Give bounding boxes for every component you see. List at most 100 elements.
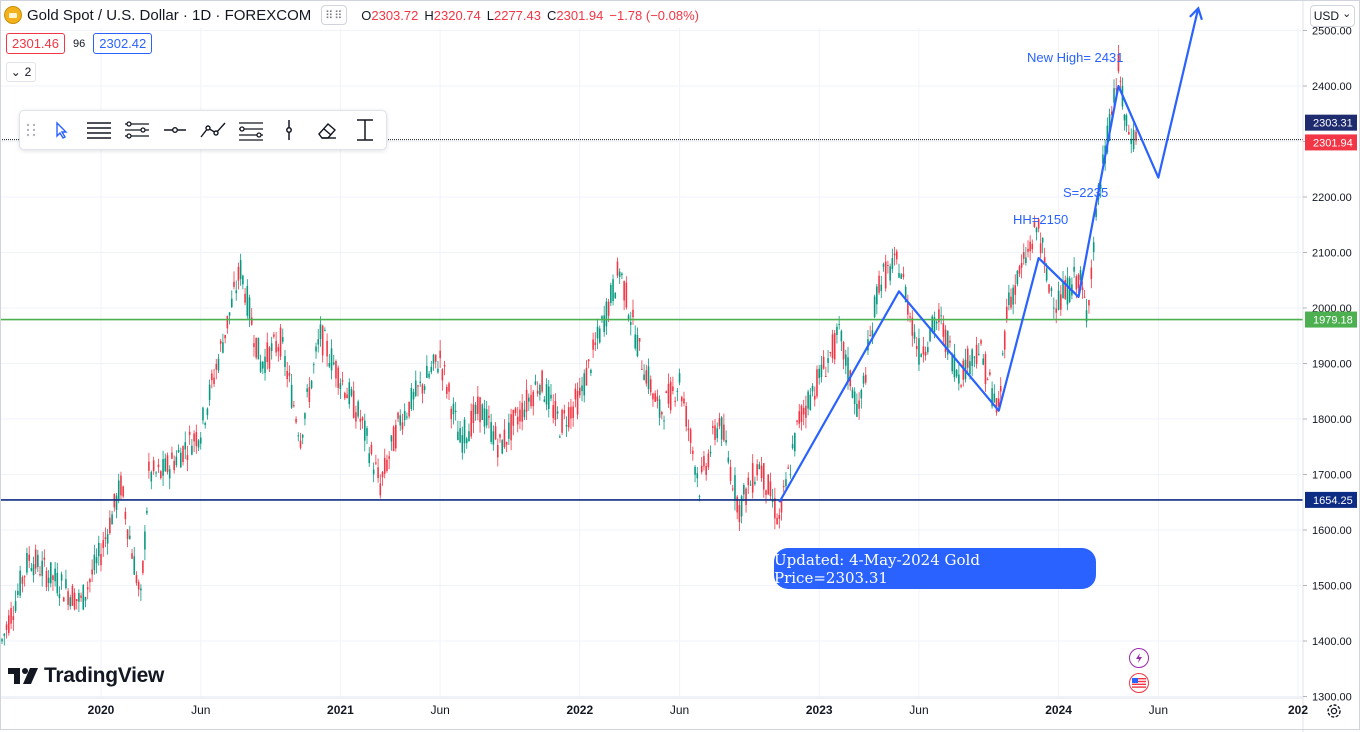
candle-body	[720, 417, 723, 440]
candle-body	[332, 362, 335, 365]
us-flag-event-icon[interactable]	[1129, 673, 1149, 693]
candle-body	[833, 333, 836, 360]
candle-body	[800, 405, 803, 422]
candle-body	[1073, 266, 1075, 272]
candle-body	[26, 552, 28, 573]
candle-body	[1008, 292, 1010, 306]
price-badge-label: 2303.31	[1313, 118, 1353, 130]
price-badge	[1305, 491, 1357, 508]
candle-body	[352, 390, 355, 418]
measure-icon[interactable]	[346, 114, 384, 146]
ask-button[interactable]: 2302.42	[93, 33, 153, 54]
candle-body	[827, 358, 829, 364]
candle-body	[541, 370, 543, 392]
candle-body	[989, 372, 991, 375]
updated-price-callout[interactable]: Updated: 4-May-2024 Gold Price=2303.31	[774, 548, 1096, 589]
y-tick-label: 1900.00	[1312, 359, 1352, 371]
candle-body	[423, 386, 426, 391]
hh-annotation[interactable]: HH=2150	[1013, 212, 1069, 227]
candle-body	[918, 338, 920, 365]
candle-body	[1117, 53, 1120, 72]
candle-body	[528, 397, 530, 402]
candle-body	[1041, 237, 1044, 243]
support-annotation[interactable]: S=2235	[1063, 185, 1109, 200]
candle-body	[601, 316, 603, 320]
candle-body	[54, 568, 56, 582]
candle-body	[698, 495, 701, 497]
candle-body	[598, 328, 601, 343]
candle-body	[594, 342, 597, 345]
candle-body	[508, 422, 510, 439]
candle-body	[678, 373, 681, 383]
candle-body	[202, 407, 204, 421]
candle-body	[95, 557, 98, 564]
cursor-icon[interactable]	[42, 114, 80, 146]
candle-body	[392, 426, 395, 452]
candle-body	[157, 464, 160, 468]
tradingview-logo[interactable]: TradingView	[8, 664, 164, 688]
trend-line-icon[interactable]	[194, 114, 232, 146]
candle-body	[707, 453, 710, 468]
x-tick-label: 2020	[88, 703, 115, 717]
candle-body	[17, 590, 19, 595]
candle-body	[610, 284, 612, 304]
candle-body	[459, 428, 461, 443]
candle-body	[873, 296, 876, 318]
candle-body	[975, 344, 978, 365]
candle-body	[250, 317, 253, 325]
close-value: 2301.94	[556, 7, 604, 23]
candle-body	[991, 388, 993, 407]
candle-body	[288, 373, 291, 376]
symbol-title[interactable]: Gold Spot / U.S. Dollar · 1D · FOREXCOM	[27, 6, 312, 24]
parallel-channel-icon[interactable]	[118, 114, 156, 146]
candle-body	[129, 535, 131, 539]
candle-body	[723, 424, 725, 441]
candle-body	[106, 533, 109, 544]
drag-handle-icon[interactable]	[20, 114, 42, 146]
candle-body	[306, 388, 308, 392]
candle-body	[43, 557, 46, 560]
candle-body	[273, 334, 275, 337]
eraser-icon[interactable]	[308, 114, 346, 146]
lightning-event-icon[interactable]	[1129, 648, 1149, 668]
candle-body	[1102, 154, 1104, 164]
candle-body	[60, 574, 63, 581]
new-high-annotation[interactable]: New High= 2431	[1027, 50, 1124, 65]
indicators-collapse-button[interactable]: ⌄ 2	[6, 62, 36, 82]
more-options-icon[interactable]: ⠿⠿	[321, 5, 348, 25]
vertical-line-icon[interactable]	[270, 114, 308, 146]
candle-body	[893, 253, 896, 256]
candle-body	[395, 424, 397, 449]
fib-levels-icon[interactable]	[232, 114, 270, 146]
horizontal-lines-icon[interactable]	[80, 114, 118, 146]
candle-body	[490, 422, 492, 442]
candle-body	[727, 457, 730, 463]
high-label: H	[424, 7, 434, 23]
x-tick-label: 2021	[327, 703, 354, 717]
candle-body	[67, 591, 69, 605]
candle-body	[465, 438, 468, 444]
candle-body	[86, 587, 89, 590]
gear-icon[interactable]	[1325, 702, 1343, 720]
candle-body	[193, 433, 195, 442]
candle-body	[293, 405, 295, 407]
bid-button[interactable]: 2301.46	[6, 33, 65, 54]
wave-arrowhead	[1189, 6, 1203, 21]
tradingview-mark-icon	[8, 668, 38, 684]
candle-body	[530, 394, 532, 407]
candle-body	[348, 382, 351, 405]
candle-body	[1025, 257, 1027, 263]
candle-body	[561, 409, 563, 433]
candle-body	[379, 483, 382, 496]
candle-body	[175, 456, 178, 466]
candle-body	[14, 601, 17, 611]
candle-body	[468, 431, 470, 442]
open-value: 2303.72	[371, 7, 419, 23]
candle-body	[743, 485, 745, 495]
horizontal-ray-icon[interactable]	[156, 114, 194, 146]
currency-select[interactable]: USD	[1310, 5, 1355, 27]
candle-body	[625, 282, 628, 308]
candle-body	[1029, 241, 1031, 252]
candle-body	[166, 455, 169, 472]
